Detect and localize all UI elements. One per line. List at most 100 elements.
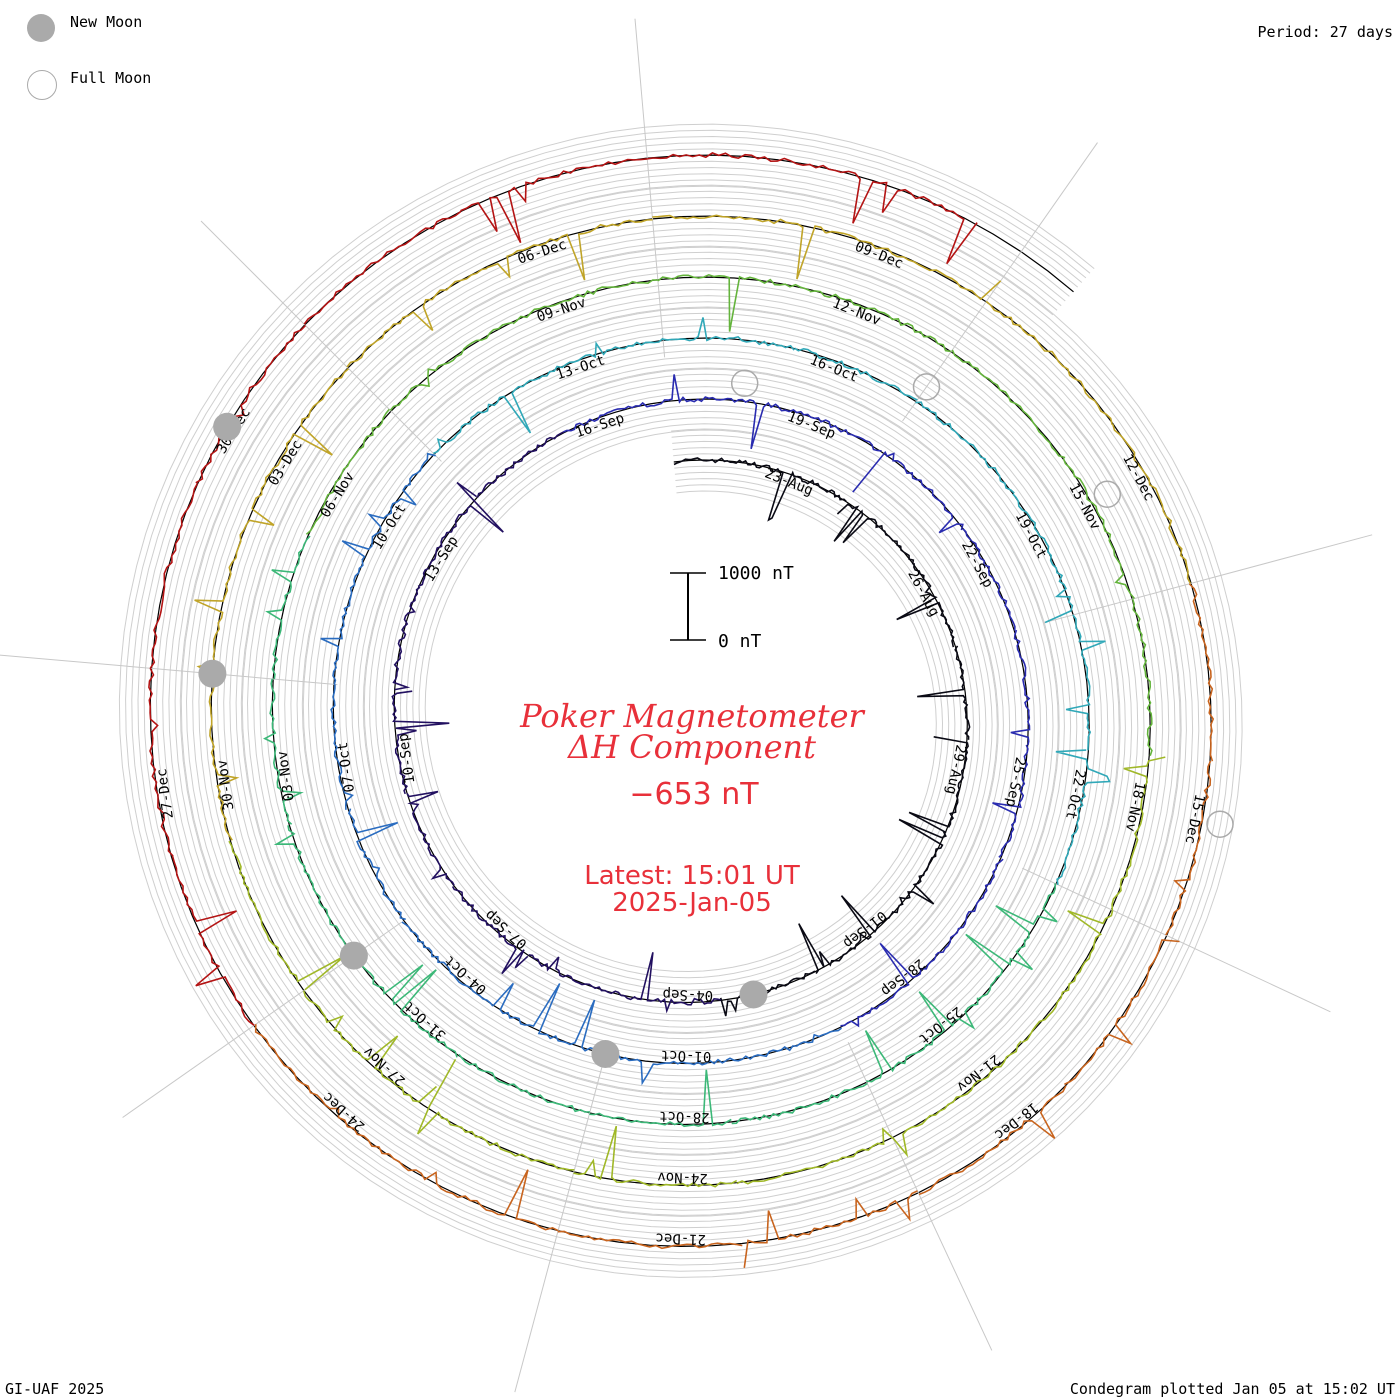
trace-segment [891,818,947,914]
trace-segment [194,508,275,675]
trace-segment [798,895,894,975]
title-line-2: ΔH Component [566,728,816,766]
trace-segment [348,808,406,921]
trace-segment [458,1053,590,1113]
full-moon-marker [730,369,759,398]
trace-segment [589,1069,732,1128]
new-moon-marker [339,941,368,970]
trace-segment [896,563,955,648]
trace-segment [389,321,513,411]
trace-segment [149,483,199,669]
trace-segment [743,1190,918,1269]
trace-segment [1062,458,1136,600]
trace-segment [330,684,354,810]
trace-segment [417,481,504,588]
trace-segment [778,406,882,452]
date-spoke [0,654,338,686]
grid-spiral [131,135,1231,1266]
trace-segment [1021,910,1114,1044]
magnetometer-trace [148,152,1215,1269]
trace-segment [1010,629,1031,746]
new-moon-legend-icon [27,14,55,42]
trace-segment [719,970,816,1017]
trace-segment [492,982,606,1057]
date-label: 03-Dec [266,437,306,488]
grid-spiral [168,173,1194,1229]
trace-segment [668,374,780,450]
trace-segment [305,408,390,535]
trace-segment [1188,583,1215,762]
current-value: −653 nT [629,777,759,812]
date-label: 07-Oct [335,741,358,793]
trace-segment [351,956,458,1058]
new-moon-marker [739,980,768,1009]
trace-segment [652,214,827,280]
trace-segment [657,273,811,332]
date-label: 04-Sep [662,986,713,1003]
trace-segment [265,535,311,680]
full-moon-marker [912,373,941,401]
scale-bar: 1000 nT 0 nT [670,563,794,652]
trace-segment [392,586,421,691]
trace-segment [195,324,307,484]
trace-segment [228,840,346,991]
trace-segment [401,921,494,1007]
title-line-1: Poker Magnetometer [519,697,865,735]
trace-segment [557,1230,743,1250]
trace-segment [794,347,918,401]
trace-segment [736,1127,894,1185]
trace-segment [841,170,978,265]
trace-segment [433,377,539,455]
trace-segment [512,279,658,325]
center-title: Poker Magnetometer ΔH Component −653 nT … [519,697,865,918]
grid-spiral [125,129,1237,1272]
trace-segment [852,450,964,534]
grid-spiral [143,148,1218,1254]
trace-segment [341,452,436,561]
trace-segment [303,210,462,325]
date-label: 29-Aug [943,743,969,796]
date-label: 21-Dec [655,1230,706,1247]
date-spoke [1043,534,1373,624]
trace-segment [486,218,653,281]
date-label: 28-Oct [659,1108,710,1125]
date-label: 06-Nov [318,469,358,520]
date-label: 25-Sep [1002,756,1028,809]
trace-segment [951,349,1066,459]
grid-spiral [155,160,1206,1241]
trace-segment [391,690,450,795]
trace-segment [416,1059,575,1171]
trace-segment [263,678,304,825]
plotted-timestamp: Condegram plotted Jan 05 at 15:02 UT [1069,1380,1395,1398]
trace-segment [406,790,455,886]
date-label: 03-Nov [275,750,298,802]
trace-segment [573,1125,738,1188]
trace-segment [1165,760,1212,936]
date-label: 22-Oct [1062,768,1088,821]
trace-segment [1055,749,1111,885]
new-moon-marker [198,659,227,688]
trace-segment [208,673,240,841]
trace-segment [908,736,969,834]
date-spoke [200,220,442,462]
date-label: 22-Sep [958,538,996,590]
trace-segment [934,858,1004,957]
date-label: 15-Dec [1182,793,1208,846]
trace-segment [918,1085,1067,1196]
date-label: 01-Oct [661,1047,712,1064]
trace-segment [538,337,664,380]
trace-segment [809,290,952,353]
credit-label: GI-UAF 2025 [5,1380,105,1398]
grid-spiral [180,185,1181,1216]
date-label: 24-Nov [657,1169,708,1186]
trace-segment [148,667,174,857]
grid-spiral [137,142,1225,1260]
latest-time: Latest: 15:01 UT [584,861,800,891]
period-label: Period: 27 days [1257,23,1393,41]
full-moon-legend-icon [27,70,57,100]
grid-spiral [162,166,1200,1235]
trace-segment [460,158,648,244]
trace-segment [320,560,364,685]
trace-segment [673,457,764,469]
